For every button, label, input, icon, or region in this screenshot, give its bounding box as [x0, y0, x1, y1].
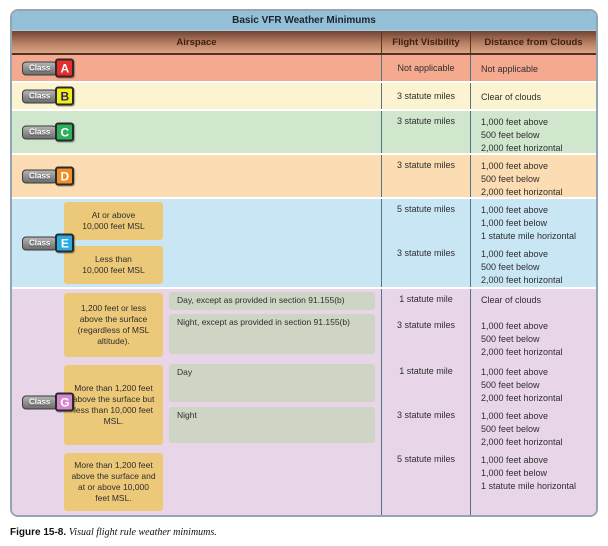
visibility-class-e-high: 5 statute miles: [381, 199, 470, 248]
row-class-d: Class D 3 statute miles 1,000 feet above…: [12, 153, 596, 202]
altitude-condition-box: More than 1,200 feet above the surface b…: [64, 365, 163, 445]
clouds-class-e-low: 1,000 feet above 500 feet below 2,000 fe…: [470, 243, 596, 292]
class-e-subrow-low: Less than 10,000 feet MSL 3 statute mile…: [12, 243, 596, 292]
time-condition-box: Day, except as provided in section 91.15…: [169, 292, 375, 310]
row-class-b: Class B 3 statute miles Clear of clouds: [12, 81, 596, 117]
class-c-badge: Class C: [22, 122, 75, 142]
visibility-class-d: 3 statute miles: [381, 155, 470, 202]
vfr-minimums-table: Basic VFR Weather Minimums Airspace Flig…: [10, 9, 598, 517]
class-label: Class: [22, 236, 58, 250]
clouds-class-b: Clear of clouds: [470, 83, 596, 117]
airspace-cell-g-high: More than 1,200 feet above the surface a…: [12, 449, 381, 515]
class-g-letter: G: [55, 392, 75, 412]
class-b-letter: B: [55, 86, 75, 106]
table-title: Basic VFR Weather Minimums: [12, 11, 596, 31]
class-e-letter: E: [55, 233, 75, 253]
clouds-class-e-high: 1,000 feet above 1,000 feet below 1 stat…: [470, 199, 596, 248]
altitude-condition-box: More than 1,200 feet above the surface a…: [64, 453, 163, 511]
time-condition-box: Night, except as provided in section 91.…: [169, 314, 375, 354]
class-d-badge: Class D: [22, 166, 75, 186]
table-header: Airspace Flight Visibility Distance from…: [12, 31, 596, 55]
class-g-badge: Class G: [22, 392, 75, 412]
airspace-cell-e-low: Less than 10,000 feet MSL: [12, 243, 381, 287]
visibility-class-a: Not applicable: [381, 55, 470, 89]
time-condition-box: Day: [169, 364, 375, 402]
clouds-class-c: 1,000 feet above 500 feet below 2,000 fe…: [470, 111, 596, 158]
airspace-cell-e-high: At or above 10,000 feet MSL: [12, 199, 381, 243]
visibility-g-mid-day: 1 statute mile: [381, 361, 470, 410]
figure-label: Figure 15-8.: [10, 527, 67, 538]
visibility-class-c: 3 statute miles: [381, 111, 470, 158]
class-g-group-mid: More than 1,200 feet above the surface b…: [12, 361, 596, 454]
visibility-g-low-day: 1 statute mile: [381, 289, 470, 320]
airspace-cell-class-c: Class C: [12, 111, 381, 153]
clouds-class-a: Not applicable: [470, 55, 596, 89]
figure-text: Visual flight rule weather minimums.: [68, 527, 217, 538]
class-label: Class: [22, 89, 58, 103]
time-condition-column: Day, except as provided in section 91.15…: [169, 289, 375, 361]
clouds-g-mid-night: 1,000 feet above 500 feet below 2,000 fe…: [470, 405, 596, 454]
class-b-badge: Class B: [22, 86, 75, 106]
altitude-condition-box: At or above 10,000 feet MSL: [64, 202, 163, 240]
class-a-badge: Class A: [22, 58, 75, 78]
airspace-cell-class-d: Class D: [12, 155, 381, 197]
clouds-class-d: 1,000 feet above 500 feet below 2,000 fe…: [470, 155, 596, 202]
column-header-airspace: Airspace: [176, 36, 217, 48]
clouds-g-mid-day: 1,000 feet above 500 feet below 2,000 fe…: [470, 361, 596, 410]
class-e-subrow-high: At or above 10,000 feet MSL 5 statute mi…: [12, 199, 596, 248]
time-condition-box: Night: [169, 407, 375, 443]
clouds-g-high: 1,000 feet above 1,000 feet below 1 stat…: [470, 449, 596, 515]
class-label: Class: [22, 125, 58, 139]
airspace-cell-class-a: Class A: [12, 55, 381, 81]
class-label: Class: [22, 395, 58, 409]
airspace-cell-class-b: Class B: [12, 83, 381, 109]
clouds-g-low-day: Clear of clouds: [470, 289, 596, 320]
row-class-a: Class A Not applicable Not applicable: [12, 55, 596, 89]
row-class-c: Class C 3 statute miles 1,000 feet above…: [12, 109, 596, 158]
visibility-g-high: 5 statute miles: [381, 449, 470, 515]
airspace-cell-g-low: 1,200 feet or less above the surface (re…: [12, 289, 381, 361]
class-g-group-low: 1,200 feet or less above the surface (re…: [12, 289, 596, 366]
column-header-flight-visibility: Flight Visibility: [381, 31, 470, 53]
row-class-e: Class E At or above 10,000 feet MSL 5 st…: [12, 197, 596, 292]
time-condition-column: Day Night: [169, 361, 375, 449]
class-g-group-high: More than 1,200 feet above the surface a…: [12, 449, 596, 515]
class-a-letter: A: [55, 58, 75, 78]
column-header-distance-from-clouds: Distance from Clouds: [470, 31, 596, 53]
row-class-g: Class G 1,200 feet or less above the sur…: [12, 287, 596, 515]
figure-caption: Figure 15-8. Visual flight rule weather …: [10, 527, 217, 538]
airspace-cell-g-mid: More than 1,200 feet above the surface b…: [12, 361, 381, 449]
visibility-class-b: 3 statute miles: [381, 83, 470, 117]
visibility-g-mid-night: 3 statute miles: [381, 405, 470, 454]
altitude-condition-box: 1,200 feet or less above the surface (re…: [64, 293, 163, 357]
class-label: Class: [22, 169, 58, 183]
class-label: Class: [22, 61, 58, 75]
clouds-g-low-night: 1,000 feet above 500 feet below 2,000 fe…: [470, 315, 596, 366]
class-d-letter: D: [55, 166, 75, 186]
visibility-g-low-night: 3 statute miles: [381, 315, 470, 366]
visibility-class-e-low: 3 statute miles: [381, 243, 470, 292]
class-c-letter: C: [55, 122, 75, 142]
altitude-condition-box: Less than 10,000 feet MSL: [64, 246, 163, 284]
class-e-badge: Class E: [22, 233, 75, 253]
